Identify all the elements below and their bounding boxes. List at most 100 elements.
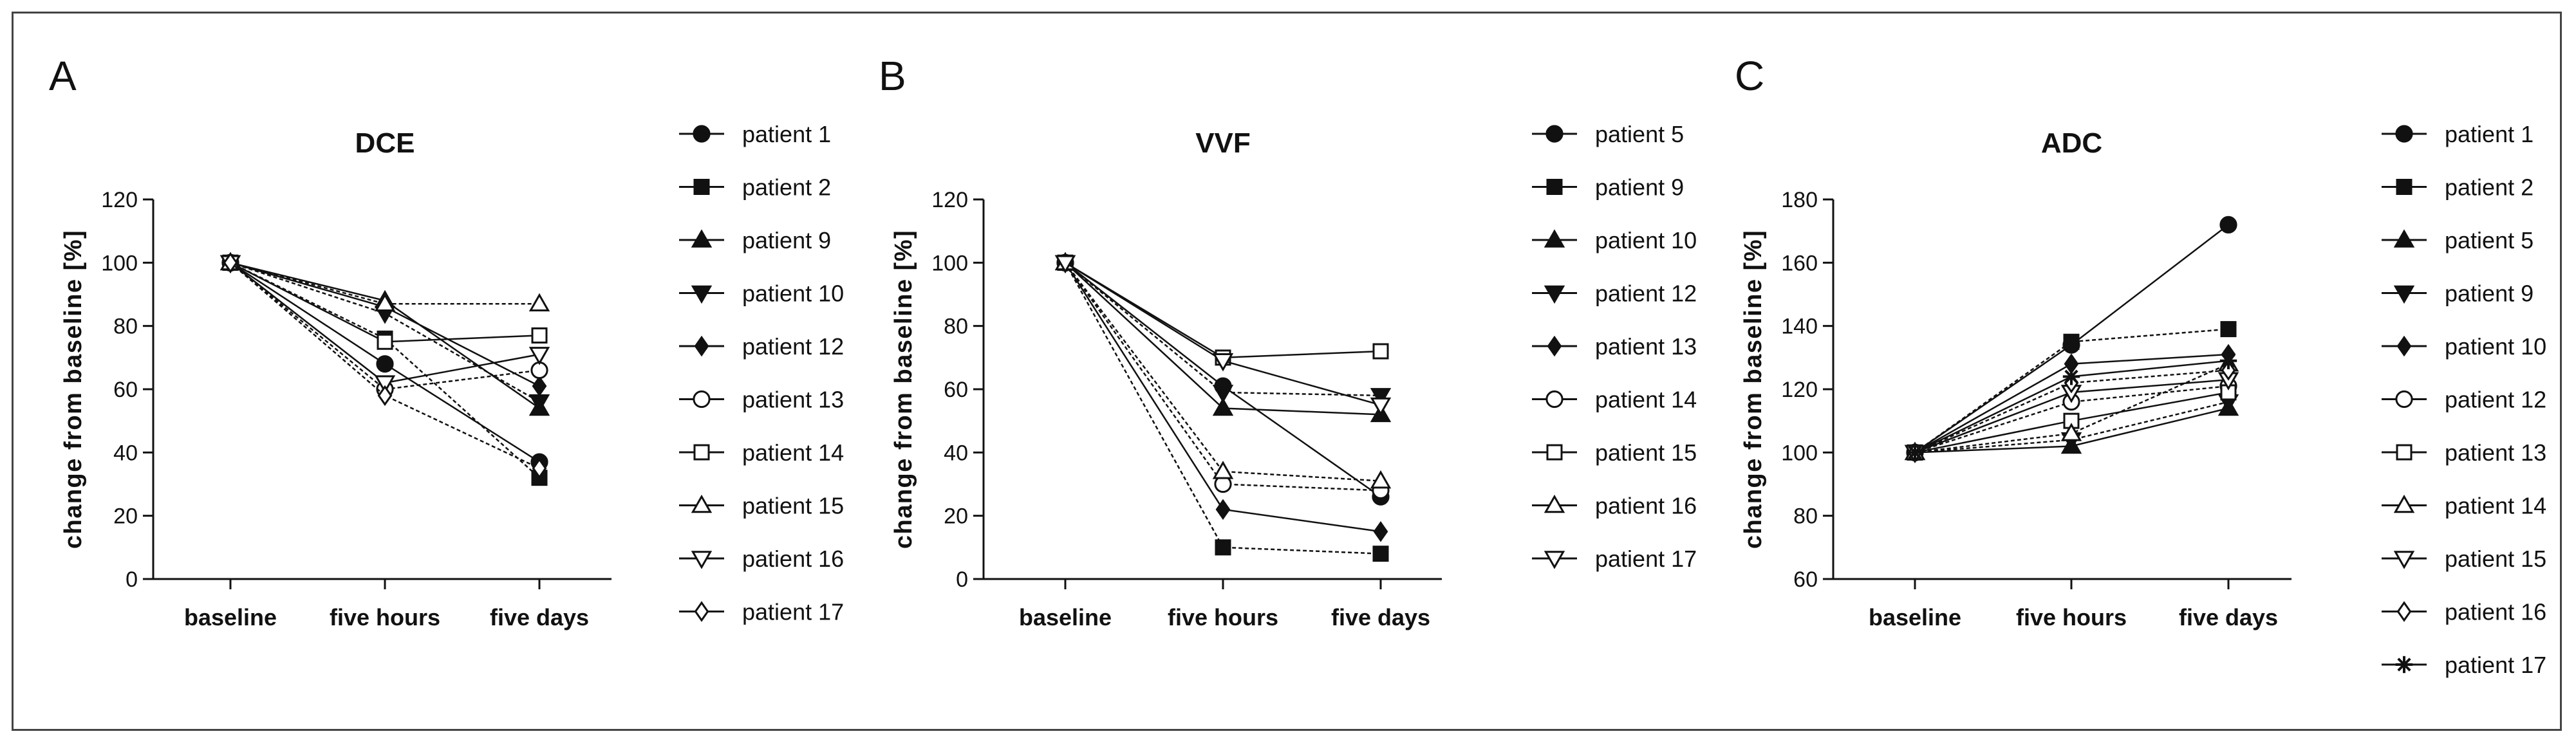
legend-label: patient 15 [1595, 439, 1697, 466]
data-point [1370, 388, 1392, 407]
data-point [1215, 539, 1231, 556]
x-category-label: five hours [1168, 604, 1278, 630]
x-category-label: five days [490, 604, 589, 630]
legend-marker [1544, 551, 1565, 569]
legend-marker [2396, 601, 2412, 622]
legend-entry: patient 17 [2382, 652, 2546, 678]
legend-marker [1545, 390, 1563, 409]
y-tick-label: 100 [931, 251, 968, 275]
legend-entry: patient 12 [1532, 281, 1697, 307]
legend-label: patient 17 [2445, 652, 2546, 678]
legend-marker [1544, 285, 1565, 304]
legend-label: patient 5 [2445, 227, 2534, 253]
y-tick-label: 60 [1793, 567, 1818, 592]
data-point [2063, 333, 2080, 350]
chart-panel-a: A DCE 0 20 40 60 80 100 120 change from baseline … [49, 53, 844, 630]
series-line [1065, 262, 1381, 359]
legend-marker [2393, 285, 2415, 304]
series-patient-15 [1057, 254, 1389, 366]
legend-marker [691, 494, 713, 513]
legend-marker [2396, 444, 2413, 461]
legend-label: patient 14 [742, 439, 844, 466]
legend-label: patient 14 [2445, 493, 2546, 519]
y-tick-label: 0 [126, 567, 138, 592]
data-point [1054, 255, 1076, 273]
y-tick-label: 140 [1781, 315, 1818, 339]
data-point [374, 375, 396, 394]
series-line [1065, 262, 1381, 482]
x-category-label: five days [2179, 604, 2278, 630]
y-tick-label: 20 [944, 504, 968, 529]
legend-entry: patient 16 [1532, 493, 1697, 519]
data-point [1372, 546, 1389, 562]
legend-label: patient 14 [1595, 387, 1697, 413]
legend-label: patient 1 [742, 121, 831, 147]
legend-label: patient 9 [1595, 174, 1684, 201]
legend-label: patient 10 [2445, 333, 2546, 360]
legend-label: patient 13 [742, 387, 844, 413]
legend-entry: patient 9 [1532, 174, 1684, 201]
data-point [2221, 360, 2236, 381]
legend-label: patient 16 [1595, 493, 1697, 519]
legend-marker [1544, 494, 1565, 513]
legend-label: patient 9 [2445, 281, 2534, 307]
chart-panel-b: B VVF 0 20 40 60 80 100 120 change from baseline … [879, 53, 1697, 630]
legend-marker [1544, 229, 1565, 248]
legend-entry: patient 13 [2382, 439, 2546, 466]
series-patient-17 [223, 252, 547, 479]
y-axis-title: change from baseline [%] [60, 230, 87, 549]
data-point [2219, 352, 2237, 369]
legend-entry: patient 1 [679, 121, 831, 147]
y-tick-label: 0 [956, 567, 968, 592]
legend-label: patient 12 [1595, 281, 1697, 307]
legend-marker [693, 125, 711, 143]
x-category-label: five hours [330, 604, 440, 630]
legend: patient 5 patient 9 patient 10 patient 12 pa… [1532, 121, 1697, 572]
legend-entry: patient 14 [679, 439, 844, 466]
legend-label: patient 13 [2445, 439, 2546, 466]
data-point [532, 375, 547, 397]
legend-marker [2393, 494, 2415, 513]
legend-entry: patient 9 [2382, 281, 2534, 307]
legend-entry: patient 5 [2382, 227, 2534, 253]
legend-label: patient 16 [2445, 599, 2546, 625]
legend-marker [2395, 125, 2413, 143]
y-tick-label: 100 [101, 251, 138, 275]
legend-marker [693, 444, 710, 461]
legend-label: patient 13 [1595, 333, 1697, 360]
legend-entry: patient 10 [2382, 333, 2546, 360]
legend-marker [691, 551, 713, 569]
data-point [528, 347, 550, 365]
legend-marker [2395, 390, 2413, 409]
legend-entry: patient 10 [1532, 227, 1697, 253]
y-axis-title: change from baseline [%] [1740, 230, 1767, 549]
y-axis-title: change from baseline [%] [890, 230, 917, 549]
data-point [374, 293, 396, 311]
data-point [1212, 397, 1234, 416]
data-point [528, 293, 550, 311]
legend-entry: patient 12 [2382, 387, 2546, 413]
legend-entry: patient 14 [2382, 493, 2546, 519]
x-category-label: baseline [1869, 604, 1961, 630]
legend-label: patient 2 [742, 174, 831, 201]
legend-label: patient 15 [742, 493, 844, 519]
legend-marker [694, 601, 709, 622]
legend-entry: patient 10 [679, 281, 844, 307]
series-line [230, 262, 539, 305]
x-category-label: baseline [184, 604, 277, 630]
data-point [223, 252, 238, 273]
data-point [1906, 444, 1924, 461]
chart-title: ADC [2041, 127, 2102, 159]
legend-entry: patient 13 [679, 387, 844, 413]
legend: patient 1 patient 2 patient 9 patient 10 pat… [679, 121, 844, 625]
panel-letter: B [879, 53, 906, 99]
legend-marker [693, 390, 711, 409]
legend-label: patient 15 [2445, 546, 2546, 572]
y-tick-label: 80 [113, 315, 138, 339]
legend-marker [2393, 229, 2415, 248]
panel-letter: C [1735, 53, 1764, 99]
x-category-label: five hours [2016, 604, 2127, 630]
legend-entry: patient 9 [679, 227, 831, 253]
y-tick-label: 20 [113, 504, 138, 529]
legend-entry: patient 15 [2382, 546, 2546, 572]
